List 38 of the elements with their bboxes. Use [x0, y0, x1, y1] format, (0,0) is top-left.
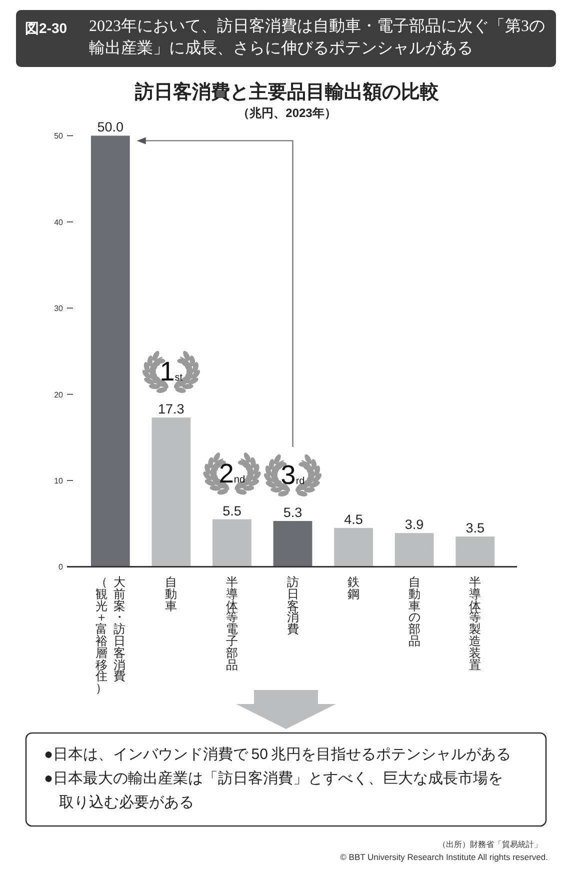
annotation: 3rd: [280, 460, 305, 490]
x-tick-label: 半導体等電子部品: [225, 575, 238, 672]
x-tick-label: 半導体等製造装置: [468, 575, 482, 672]
y-tick-label: 40: [54, 218, 64, 227]
bar: [212, 519, 252, 567]
bar: [334, 528, 373, 567]
y-tick-label: 0: [58, 562, 64, 572]
y-tick-label: 10: [54, 476, 64, 486]
category-label: 大前案・訪日客消費（観光＋富裕層移住）: [95, 575, 126, 696]
bar: [273, 521, 312, 567]
text: （出所）財務省「貿易統計」: [438, 839, 542, 850]
caption: 図2-30: [25, 19, 68, 37]
annotation: 1st: [160, 356, 183, 387]
data-label: 5.5: [222, 503, 242, 518]
bar: [152, 418, 191, 567]
text: 2023年において、訪日客消費は自動車・電子部品に次ぐ「第3の輸出産業」に成長、さらに伸びるポテンシャルがある: [89, 16, 546, 59]
chart-subtitle: （兆円、2023年）: [238, 105, 336, 121]
text: ●日本は、インバウンド消費で 50 兆円を目指せるポテンシャルがある: [44, 745, 512, 765]
chart-title: 訪日客消費と主要品目輸出額の比較: [135, 81, 439, 105]
x-tick-label: 自動車: [164, 575, 178, 613]
text: © BBT University Research Institute All rights reserved.: [340, 851, 548, 863]
data-label: 50.0: [97, 120, 124, 135]
data-label: 5.3: [283, 505, 302, 520]
text: ●日本最大の輸出産業は「訪日客消費」とすべく、巨大な成長市場を取り込む必要がある: [44, 769, 504, 813]
data-label: 3.9: [404, 517, 424, 532]
x-tick-label: 自動車の部品: [408, 575, 421, 648]
annotation: 2nd: [218, 458, 246, 488]
data-label: 3.5: [466, 520, 484, 536]
data-label: 4.5: [344, 512, 363, 527]
y-tick-label: 30: [54, 304, 64, 314]
x-tick-label: 訪日客消費: [286, 575, 300, 636]
bar: [90, 136, 130, 567]
data-label: 17.3: [158, 402, 184, 417]
bar: [456, 536, 495, 567]
x-tick-label: 鉄鋼: [347, 575, 360, 601]
y-tick-label: 50: [54, 132, 64, 141]
y-tick-label: 20: [54, 390, 64, 400]
bar: [394, 533, 434, 567]
